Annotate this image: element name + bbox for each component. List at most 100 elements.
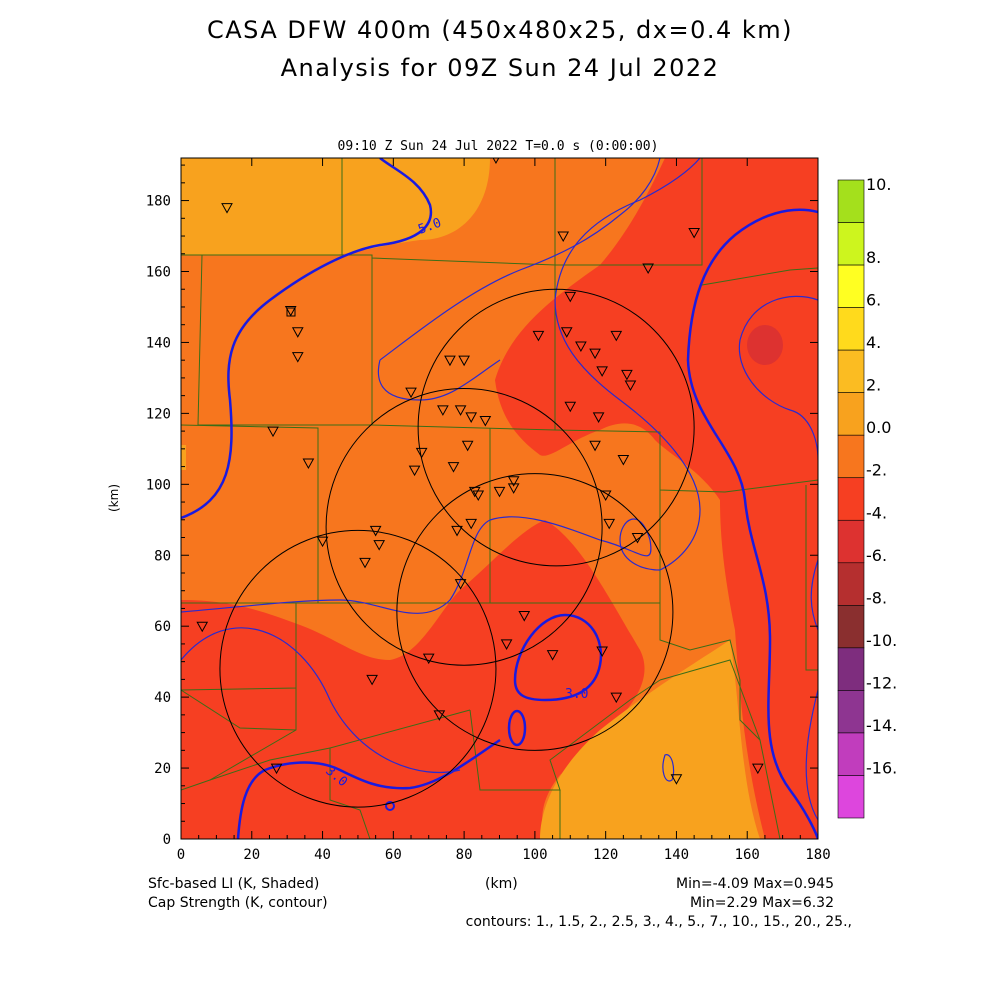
station-marker (465, 518, 478, 530)
colorbar-swatch (837, 647, 865, 691)
contour-5 (181, 158, 433, 520)
radar-range-circles (219, 288, 695, 808)
station-marker (221, 203, 233, 214)
y-tick-label: 160 (146, 265, 171, 281)
station-marker (454, 405, 467, 416)
colorbar-swatch (837, 477, 865, 521)
x-tick-label: 120 (593, 847, 618, 863)
station-marker (507, 483, 520, 494)
station-marker (437, 405, 449, 416)
station-marker (366, 674, 378, 686)
colorbar-swatch (837, 775, 865, 819)
x-tick-label: 20 (243, 847, 260, 863)
contour-right-3 (686, 208, 818, 839)
colorbar-label: 10. (866, 175, 891, 194)
station-marker (444, 355, 456, 367)
contour-thin-b (379, 158, 661, 361)
footer-contour-label: Cap Strength (K, contour) (148, 895, 328, 911)
colorbar-swatch (837, 605, 865, 649)
y-tick-label: 100 (146, 477, 171, 493)
y-tick-label: 60 (154, 619, 171, 635)
colorbar-swatch (837, 562, 865, 606)
station-marker (408, 465, 421, 477)
contour-small-loop (662, 754, 675, 782)
station-marker (465, 412, 478, 423)
footer-li-minmax: Min=-4.09 Max=0.945 (676, 876, 834, 892)
colorbar-swatch (837, 349, 865, 393)
y-axis-label: (km) (107, 484, 121, 512)
x-tick-label: 180 (805, 847, 830, 863)
x-axis: 0 20 40 60 80 100 120 140 160 180 (177, 158, 831, 863)
title-line-1: CASA DFW 400m (450x480x25, dx=0.4 km) (206, 16, 794, 44)
colorbar-label: -2. (866, 461, 887, 480)
radar-circle-2 (396, 473, 674, 751)
contour-small-ring (507, 709, 527, 747)
contour-label-3a: 3.0 (565, 687, 588, 702)
station-marker (479, 415, 492, 427)
station-marker (493, 486, 506, 498)
x-tick-label: 60 (385, 847, 402, 863)
colorbar-swatch (837, 179, 865, 223)
colorbar-swatch (837, 222, 865, 266)
plot-subtitle: 09:10 Z Sun 24 Jul 2022 T=0.0 s (0:00:00… (338, 139, 659, 154)
y-axis: 0 20 40 60 80 100 120 140 160 180 (146, 164, 818, 848)
station-marker (564, 401, 577, 413)
station-marker (291, 327, 304, 338)
x-tick-label: 40 (314, 847, 331, 863)
station-marker (451, 525, 463, 537)
station-marker (422, 653, 435, 665)
colorbar-swatch (837, 732, 865, 776)
x-tick-label: 80 (456, 847, 473, 863)
y-tick-label: 20 (154, 761, 171, 777)
colorbar-swatch (837, 690, 865, 734)
footer-shaded-label: Sfc-based LI (K, Shaded) (148, 876, 320, 892)
colorbar-label: 0.0 (866, 418, 891, 437)
li-shading (181, 158, 818, 839)
station-marker (589, 440, 601, 452)
station-marker (624, 380, 637, 392)
contour-right-thin2 (810, 559, 818, 631)
colorbar-label: -4. (866, 503, 887, 522)
station-marker (642, 263, 654, 274)
station-marker (500, 639, 513, 650)
station-marker (405, 387, 417, 399)
x-tick-label: 0 (177, 847, 185, 863)
station-marker (546, 650, 559, 661)
contour-thin-bottom (181, 627, 461, 774)
x-tick-label: 140 (664, 847, 689, 863)
colorbar-label: 4. (866, 333, 881, 352)
title-line-2: Analysis for 09Z Sun 24 Jul 2022 (280, 54, 720, 82)
x-tick-label: 160 (735, 847, 760, 863)
station-marker (621, 369, 633, 381)
station-marker (461, 440, 474, 452)
contour-thin-c (377, 359, 501, 401)
colorbar-label: -10. (866, 631, 897, 650)
colorbar-swatch (837, 264, 865, 308)
x-tick-label: 100 (522, 847, 547, 863)
station-marker (373, 540, 386, 551)
station-marker (302, 458, 315, 470)
station-marker (507, 476, 520, 487)
county-boundaries (181, 158, 818, 839)
cap-contours (181, 158, 818, 839)
colorbar: 10. 8. 6. 4. 2. 0.0 -2. -4. -6. -8. -10. -12. -14. -1… (837, 175, 897, 819)
station-marker (369, 525, 382, 537)
x-axis-label: (km) (485, 876, 518, 892)
station-marker (291, 352, 304, 363)
radar-circle-1 (325, 388, 603, 666)
station-marker (415, 447, 428, 459)
station-marker (688, 227, 700, 239)
station-marker (596, 646, 608, 658)
station-marker (631, 533, 644, 544)
contour-thin-a (181, 158, 701, 614)
colorbar-swatch (837, 434, 865, 479)
station-marker (617, 454, 630, 466)
station-markers (196, 158, 764, 785)
station-marker (468, 486, 481, 498)
y-tick-label: 180 (146, 194, 171, 210)
y-tick-label: 140 (146, 335, 171, 351)
station-marker (603, 518, 616, 530)
station-marker (575, 341, 587, 353)
station-marker (196, 621, 209, 633)
